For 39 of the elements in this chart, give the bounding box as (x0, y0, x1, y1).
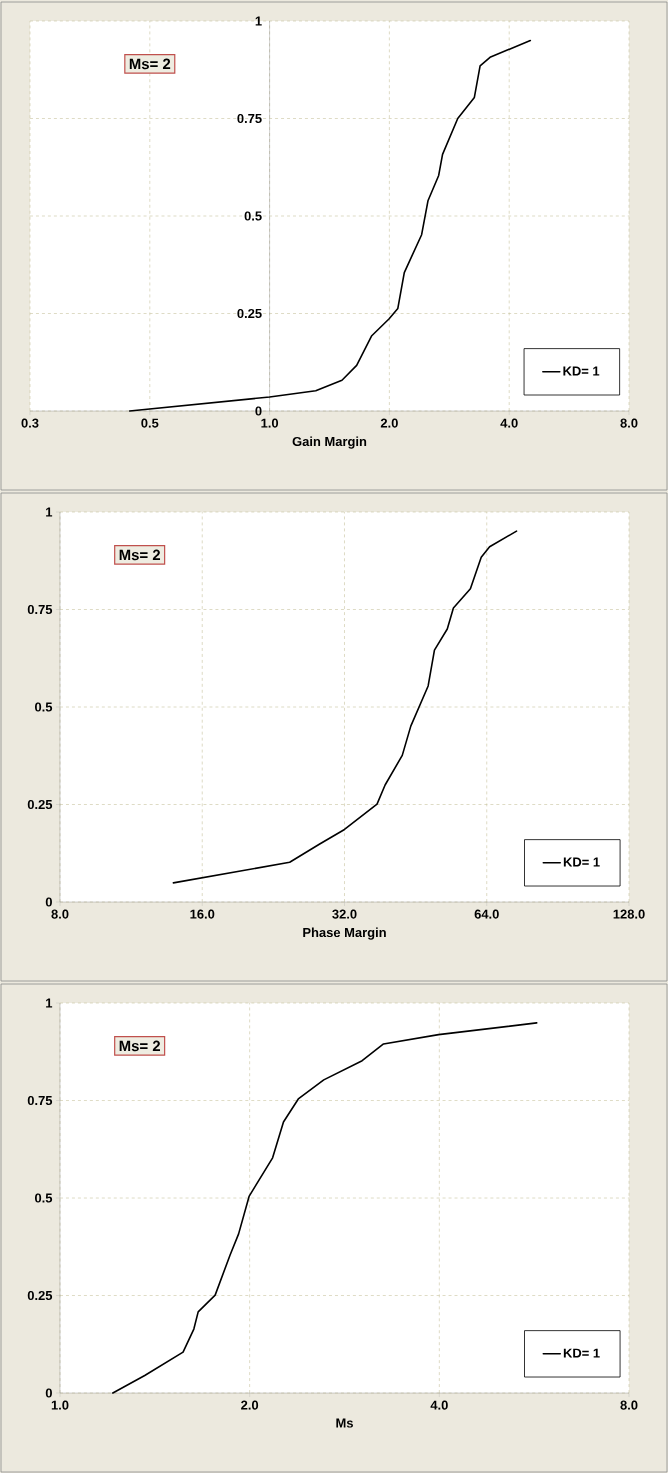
x-tick-label: 8.0 (51, 909, 69, 919)
y-tick-label: 0.75 (27, 604, 53, 615)
y-tick-label: 0.5 (244, 211, 262, 221)
x-tick-label: 64.0 (474, 909, 499, 919)
y-tick-label: 0.25 (27, 1290, 53, 1301)
y-tick-label: 0.25 (27, 799, 53, 810)
legend-label: KD= 1 (563, 1348, 600, 1358)
y-tick-label: 0.5 (35, 702, 53, 712)
x-axis-title: Gain Margin (292, 436, 367, 449)
x-tick-label: 1.0 (51, 1400, 69, 1410)
x-tick-label: 16.0 (190, 909, 215, 919)
x-axis-title: Ms (336, 1418, 353, 1428)
y-tick-label: 1 (46, 998, 53, 1008)
x-axis-title: Phase Margin (303, 927, 386, 940)
y-tick-label: 0.75 (27, 1095, 53, 1106)
annotation: Ms= 2 (119, 549, 161, 561)
y-tick-label: 0 (45, 1388, 52, 1398)
y-tick-label: 1 (46, 507, 53, 517)
y-tick-label: 0 (45, 897, 52, 907)
y-tick-label: 1 (255, 16, 262, 26)
annotation: Ms= 2 (119, 1040, 161, 1052)
x-tick-label: 8.0 (620, 1400, 638, 1410)
x-tick-label: 0.5 (141, 418, 159, 428)
x-tick-label: 0.3 (21, 418, 39, 428)
legend-label: KD= 1 (563, 857, 600, 867)
annotation: Ms= 2 (129, 58, 171, 70)
x-tick-label: 2.0 (241, 1400, 259, 1410)
x-tick-label: 32.0 (332, 909, 357, 919)
legend-label: KD= 1 (563, 366, 600, 376)
x-tick-label: 2.0 (380, 418, 398, 428)
x-tick-label: 128.0 (613, 909, 645, 919)
x-tick-label: 1.0 (261, 418, 279, 428)
y-tick-label: 0.5 (35, 1193, 53, 1203)
y-tick-label: 0.25 (237, 308, 262, 319)
x-tick-label: 8.0 (620, 418, 638, 428)
x-tick-label: 4.0 (430, 1400, 448, 1410)
y-tick-label: 0.75 (237, 113, 262, 124)
x-tick-label: 4.0 (500, 418, 518, 428)
y-tick-label: 0 (255, 406, 262, 416)
